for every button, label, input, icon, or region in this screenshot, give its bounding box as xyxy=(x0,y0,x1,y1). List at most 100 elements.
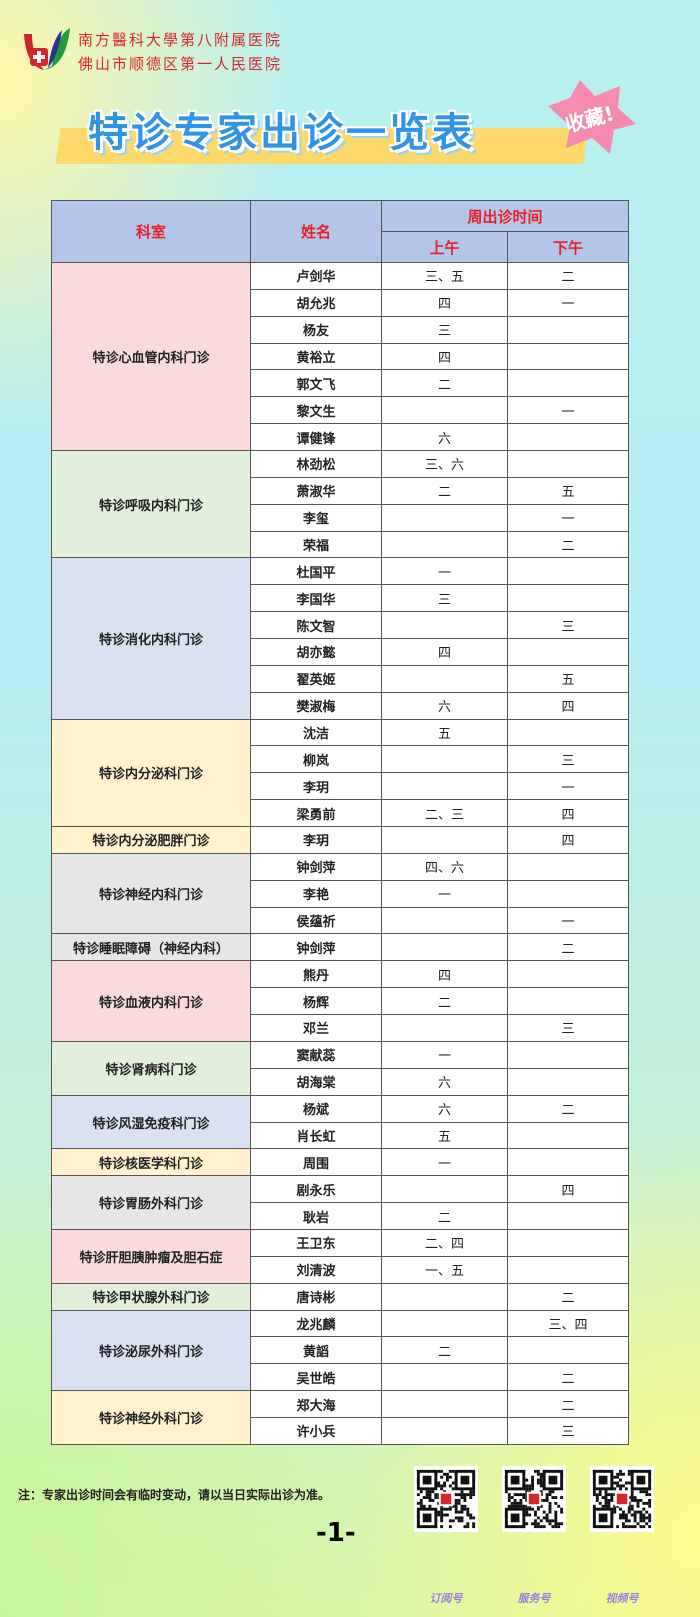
table-row: 李玺 一 xyxy=(52,503,630,532)
table-row: 胡海棠六 xyxy=(52,1067,630,1096)
morning-days xyxy=(381,1390,508,1418)
department-cell: 特诊消化内科门诊 xyxy=(51,557,251,720)
table-row: 邓兰 三 xyxy=(52,1014,630,1042)
morning-days xyxy=(381,664,508,693)
doctor-name: 周围 xyxy=(250,1148,382,1177)
afternoon-days: 一 xyxy=(506,503,630,532)
morning-days xyxy=(381,611,508,640)
doctor-name: 杜国平 xyxy=(250,557,382,586)
qr-label: 视频号 xyxy=(605,1592,639,1605)
doctor-name: 黄謟 xyxy=(250,1336,382,1365)
doctor-name: 胡允兆 xyxy=(250,288,382,317)
morning-days: 三 xyxy=(381,315,508,344)
qr-code[interactable] xyxy=(502,1466,566,1532)
afternoon-days xyxy=(506,960,630,989)
morning-days: 五 xyxy=(381,1121,508,1150)
afternoon-days: 五 xyxy=(506,476,630,505)
morning-days: 二 xyxy=(381,369,508,398)
afternoon-days: 三 xyxy=(506,611,630,640)
morning-days: 二、四 xyxy=(381,1228,508,1257)
doctor-name: 李国华 xyxy=(250,584,382,613)
afternoon-days: 二 xyxy=(506,530,630,559)
table-row: 特诊内分泌科门诊 沈洁五 xyxy=(51,718,630,828)
morning-days xyxy=(381,906,508,935)
morning-days xyxy=(381,1175,508,1204)
department-cell: 特诊神经外科门诊 xyxy=(51,1390,251,1445)
doctor-name: 钟剑萍 xyxy=(250,933,382,962)
morning-days: 三、六 xyxy=(381,450,508,478)
morning-days: 四 xyxy=(381,960,508,989)
doctor-name: 唐诗彬 xyxy=(250,1282,382,1311)
afternoon-days: 三 xyxy=(506,745,630,774)
footer-note: 注：专家出诊时间会有临时变动，请以当日实际出诊为准。 xyxy=(18,1488,331,1502)
table-row: 黄裕立四 xyxy=(52,342,630,371)
afternoon-days: 二 xyxy=(506,262,630,290)
afternoon-days xyxy=(506,1336,630,1365)
afternoon-days: 二 xyxy=(506,1282,630,1311)
department-cell: 特诊风湿免疫科门诊 xyxy=(51,1094,251,1150)
afternoon-days: 四 xyxy=(506,1175,630,1204)
doctor-name: 刘清波 xyxy=(250,1255,382,1284)
afternoon-days: 二 xyxy=(506,1390,630,1418)
department-cell: 特诊甲状腺外科门诊 xyxy=(51,1282,251,1311)
doctor-name: 李玥 xyxy=(250,772,382,801)
table-row: 特诊核医学科门诊 周围一 xyxy=(51,1148,630,1177)
department-cell: 特诊胃肠外科门诊 xyxy=(51,1175,251,1230)
morning-days xyxy=(381,530,508,559)
table-row: 特诊消化内科门诊 杜国平一 xyxy=(51,557,630,720)
afternoon-days: 三 xyxy=(506,1014,630,1042)
afternoon-days xyxy=(506,1255,630,1284)
header-name: 姓名 xyxy=(250,200,382,263)
table-row: 特诊风湿免疫科门诊 杨斌六二 xyxy=(51,1094,630,1150)
doctor-name: 胡亦懿 xyxy=(250,638,382,666)
morning-days xyxy=(381,396,508,425)
doctor-name: 李玺 xyxy=(250,503,382,532)
page-number: -1- xyxy=(316,1518,356,1548)
hospital-name-line2: 佛山市顺德区第一人民医院 xyxy=(78,55,283,73)
doctor-name: 梁勇前 xyxy=(250,799,382,828)
table-row: 侯蕴祈 一 xyxy=(52,906,630,935)
afternoon-days: 三 xyxy=(506,1416,630,1445)
doctor-name: 萧淑华 xyxy=(250,476,382,505)
doctor-name: 窦献蕊 xyxy=(250,1040,382,1069)
afternoon-days xyxy=(506,718,630,747)
header-department: 科室 xyxy=(51,200,251,263)
morning-days xyxy=(381,1363,508,1392)
afternoon-days: 一 xyxy=(506,288,630,317)
department-cell: 特诊心血管内科门诊 xyxy=(51,261,251,452)
doctor-name: 翟英姬 xyxy=(250,664,382,693)
table-row: 肖长虹五 xyxy=(52,1121,630,1150)
afternoon-days xyxy=(506,1202,630,1230)
qr-code[interactable] xyxy=(590,1466,654,1532)
doctor-name: 陈文智 xyxy=(250,611,382,640)
table-row: 特诊甲状腺外科门诊 唐诗彬 二 xyxy=(51,1282,630,1311)
table-row: 特诊血液内科门诊 熊丹四 xyxy=(51,960,630,1042)
afternoon-days xyxy=(506,1148,630,1177)
table-row: 特诊胃肠外科门诊 剧永乐 四 xyxy=(51,1175,630,1230)
table-row: 耿岩二 xyxy=(52,1202,630,1230)
doctor-name: 许小兵 xyxy=(250,1416,382,1445)
doctor-name: 林劲松 xyxy=(250,450,382,478)
morning-days: 一 xyxy=(381,879,508,908)
department-cell: 特诊呼吸内科门诊 xyxy=(51,450,251,559)
table-row: 黄謟二 xyxy=(52,1336,630,1365)
doctor-name: 熊丹 xyxy=(250,960,382,989)
table-row: 谭健锋六 xyxy=(52,423,630,452)
doctor-name: 邓兰 xyxy=(250,1014,382,1042)
department-cell: 特诊肾病科门诊 xyxy=(51,1040,251,1096)
afternoon-days xyxy=(506,1228,630,1257)
morning-days: 四 xyxy=(381,638,508,666)
table-row: 吴世皓 二 xyxy=(52,1363,630,1392)
afternoon-days xyxy=(506,879,630,908)
afternoon-days xyxy=(506,423,630,452)
morning-days: 二、三 xyxy=(381,799,508,828)
page-title: 特诊专家出诊一览表 xyxy=(88,110,475,156)
doctor-name: 李玥 xyxy=(250,826,382,854)
morning-days: 二 xyxy=(381,1202,508,1230)
table-row: 特诊泌尿外科门诊 龙兆麟 三、四 xyxy=(51,1309,630,1392)
qr-code[interactable] xyxy=(414,1466,478,1532)
morning-days: 二 xyxy=(381,987,508,1016)
department-cell: 特诊肝胆胰肿瘤及胆石症 xyxy=(51,1228,251,1284)
table-row: 柳岚 三 xyxy=(52,745,630,774)
morning-days xyxy=(381,745,508,774)
